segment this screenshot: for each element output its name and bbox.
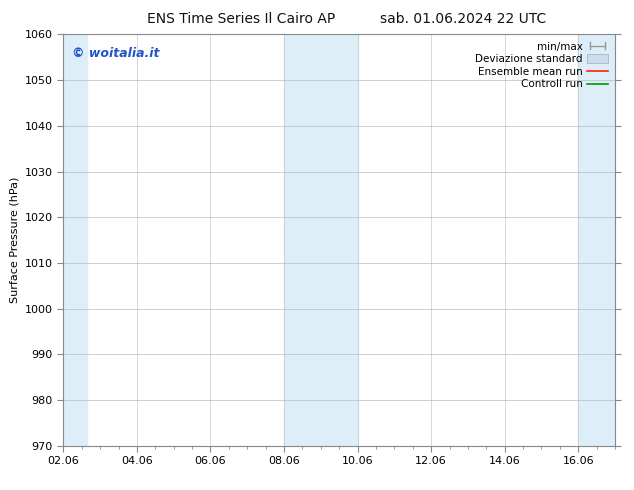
Y-axis label: Surface Pressure (hPa): Surface Pressure (hPa)	[10, 177, 19, 303]
Bar	[578, 34, 615, 446]
Text: © woitalia.it: © woitalia.it	[72, 47, 159, 60]
Legend: min/max, Deviazione standard, Ensemble mean run, Controll run: min/max, Deviazione standard, Ensemble m…	[473, 40, 610, 92]
Text: sab. 01.06.2024 22 UTC: sab. 01.06.2024 22 UTC	[380, 12, 546, 26]
Bar	[284, 34, 358, 446]
Bar	[63, 34, 87, 446]
Text: ENS Time Series Il Cairo AP: ENS Time Series Il Cairo AP	[147, 12, 335, 26]
